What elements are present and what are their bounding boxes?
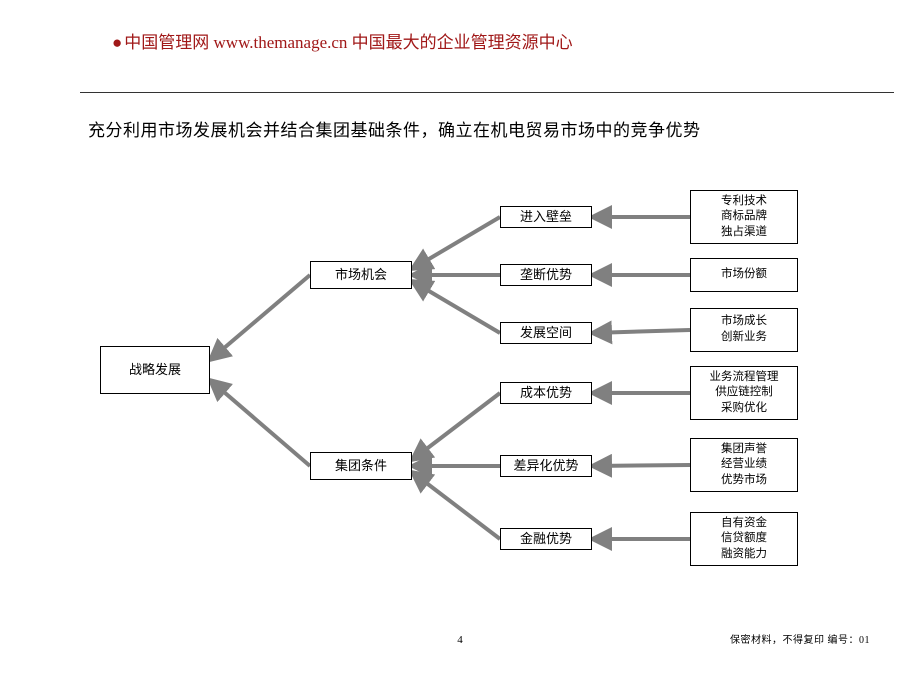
header-divider [80,92,894,93]
page-number: 4 [457,634,463,646]
node-d4: 业务流程管理 供应链控制 采购优化 [690,366,798,420]
node-leaf5: 差异化优势 [500,455,592,477]
node-d2: 市场份额 [690,258,798,292]
node-leaf1: 进入壁垒 [500,206,592,228]
node-leaf2: 垄断优势 [500,264,592,286]
node-d6: 自有资金 信贷额度 融资能力 [690,512,798,566]
node-mid2: 集团条件 [310,452,412,480]
node-leaf4: 成本优势 [500,382,592,404]
page-subtitle: 充分利用市场发展机会并结合集团基础条件，确立在机电贸易市场中的竞争优势 [88,116,701,141]
header-text: 中国管理网 www.themanage.cn 中国最大的企业管理资源中心 [124,33,572,52]
header-bullet: ● [112,33,122,52]
tree-diagram: 战略发展 市场机会集团条件 进入壁垒垄断优势发展空间成本优势差异化优势金融优势 专利技… [60,160,880,580]
confidential-note: 保密材料，不得复印 编号：01 [730,631,870,646]
node-d1: 专利技术 商标品牌 独占渠道 [690,190,798,244]
node-mid1: 市场机会 [310,261,412,289]
node-leaf3: 发展空间 [500,322,592,344]
page-header: ●中国管理网 www.themanage.cn 中国最大的企业管理资源中心 [0,0,920,53]
node-d3: 市场成长 创新业务 [690,308,798,352]
node-d5: 集团声誉 经营业绩 优势市场 [690,438,798,492]
node-root: 战略发展 [100,346,210,394]
node-leaf6: 金融优势 [500,528,592,550]
